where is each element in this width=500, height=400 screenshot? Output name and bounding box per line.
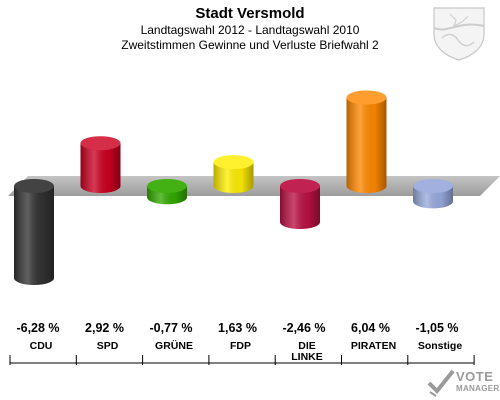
category-label: Sonstige: [418, 340, 462, 352]
bar-die-linke: [280, 179, 320, 230]
value-label: 6,04 %: [351, 321, 390, 335]
chart-subtitle: Landtagswahl 2012 - Landtagswahl 2010: [140, 23, 360, 37]
check-mark-icon: [427, 369, 455, 397]
logo-text-vote: VOTE: [456, 369, 494, 384]
value-label: 1,63 %: [218, 321, 257, 335]
vote-manager-logo: VOTE MANAGER: [426, 367, 500, 399]
category-label: PIRATEN: [351, 340, 396, 352]
value-label: 2,92 %: [85, 321, 124, 335]
bar-sonstige: [413, 179, 453, 209]
bar-piraten: [346, 90, 387, 193]
category-label: SPD: [97, 340, 119, 352]
bar-fdp: [213, 155, 254, 193]
bar-cdu: [14, 179, 54, 286]
category-label: CDU: [30, 340, 53, 352]
category-label: GRÜNE: [155, 339, 193, 352]
bar-spd: [80, 136, 121, 193]
category-label: FDP: [230, 340, 251, 352]
value-label: -1,05 %: [415, 321, 458, 335]
chart-caption: Zweitstimmen Gewinne und Verluste Briefw…: [121, 38, 379, 52]
logo-text-manager: MANAGER: [456, 384, 500, 393]
value-label: -0,77 %: [149, 321, 192, 335]
value-label: -2,46 %: [282, 321, 325, 335]
category-label: DIE LINKE: [291, 340, 323, 363]
value-label: -6,28 %: [16, 321, 59, 335]
chart-title: Stadt Versmold: [195, 5, 305, 22]
coat-of-arms-icon: [433, 7, 485, 61]
bar-gr-ne: [147, 179, 187, 205]
